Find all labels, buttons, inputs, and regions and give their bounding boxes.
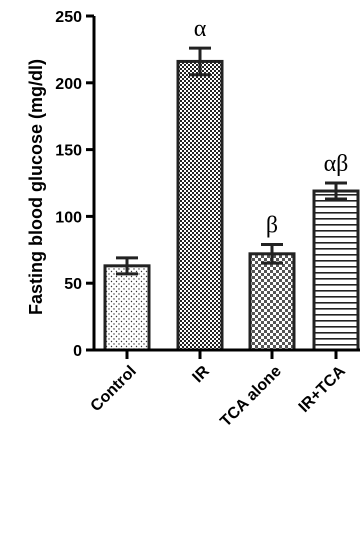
y-tick-label: 250	[55, 9, 82, 26]
significance-label: αβ	[324, 151, 349, 177]
y-tick-label: 150	[55, 143, 82, 160]
bar	[103, 264, 151, 352]
bar	[312, 189, 360, 352]
x-tick-label: TCA alone	[217, 363, 285, 431]
y-tick-label: 50	[64, 276, 82, 293]
y-axis: 0 50 100 150 200 250	[55, 9, 96, 360]
x-tick-label: IR+TCA	[296, 362, 350, 416]
x-axis: Control IR TCA alone IR+TCA	[88, 348, 360, 431]
bar	[248, 252, 296, 352]
y-axis-label: Fasting blood glucose (mg/dl)	[26, 59, 46, 315]
significance-label: α	[194, 16, 207, 42]
y-tick-label: 200	[55, 76, 82, 93]
significance-label: β	[266, 212, 278, 238]
x-tick-label: IR	[189, 362, 213, 386]
x-tick-label: Control	[88, 363, 140, 415]
y-tick-label: 0	[73, 343, 82, 360]
y-tick-label: 100	[55, 209, 82, 226]
bar	[176, 59, 224, 352]
